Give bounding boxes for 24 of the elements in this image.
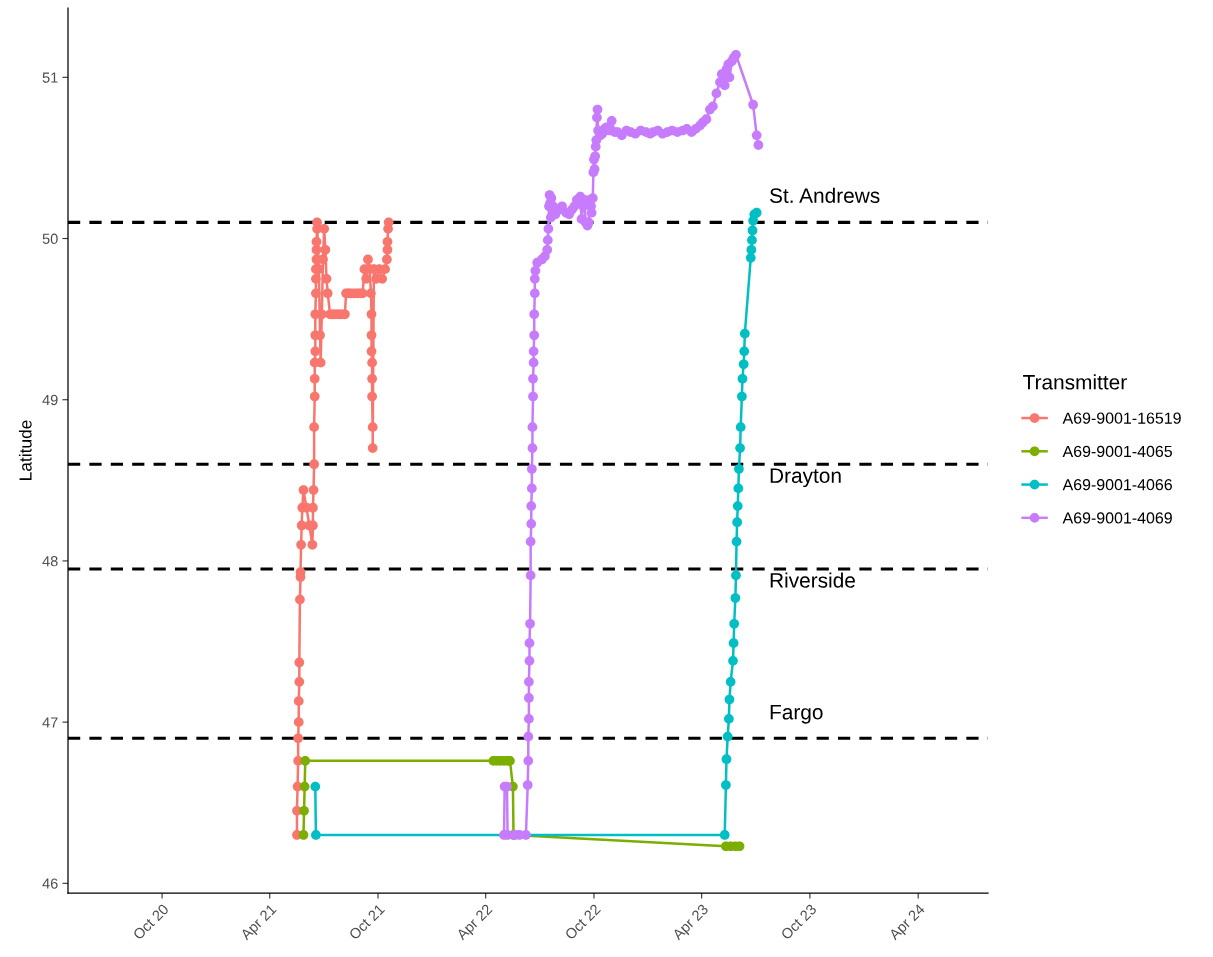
ref-line-label: Drayton (770, 468, 841, 488)
y-tick-label: 50 (42, 233, 58, 244)
legend-title: Transmitter (1023, 374, 1127, 390)
x-tick-label: Apr 24 (888, 903, 928, 943)
x-tick-label: Oct 22 (564, 903, 602, 941)
x-tick-label: Oct 20 (132, 903, 170, 941)
x-tick-label: Apr 21 (239, 903, 279, 943)
ref-line-label: St. Andrews (769, 187, 880, 203)
y-tick-label: 46 (42, 878, 58, 889)
y-tick-label: 51 (42, 72, 58, 83)
y-axis-title: Latitude (18, 420, 32, 480)
legend-label: A69-9001-16519 (1062, 412, 1181, 424)
x-tick-label: Apr 23 (671, 903, 711, 943)
legend-label: A69-9001-4065 (1062, 445, 1172, 458)
legend-label: A69-9001-4066 (1062, 479, 1172, 491)
ref-line-label: Riverside (770, 572, 855, 588)
legend-label: A69-9001-4069 (1062, 512, 1172, 524)
y-tick-label: 47 (42, 717, 58, 728)
x-tick-label: Oct 23 (780, 903, 818, 941)
y-tick-label: 49 (42, 394, 58, 406)
ref-line-label: Fargo (770, 705, 823, 724)
x-tick-label: Oct 21 (348, 903, 386, 941)
x-tick-label: Apr 22 (455, 903, 495, 943)
y-tick-label: 48 (42, 556, 58, 567)
